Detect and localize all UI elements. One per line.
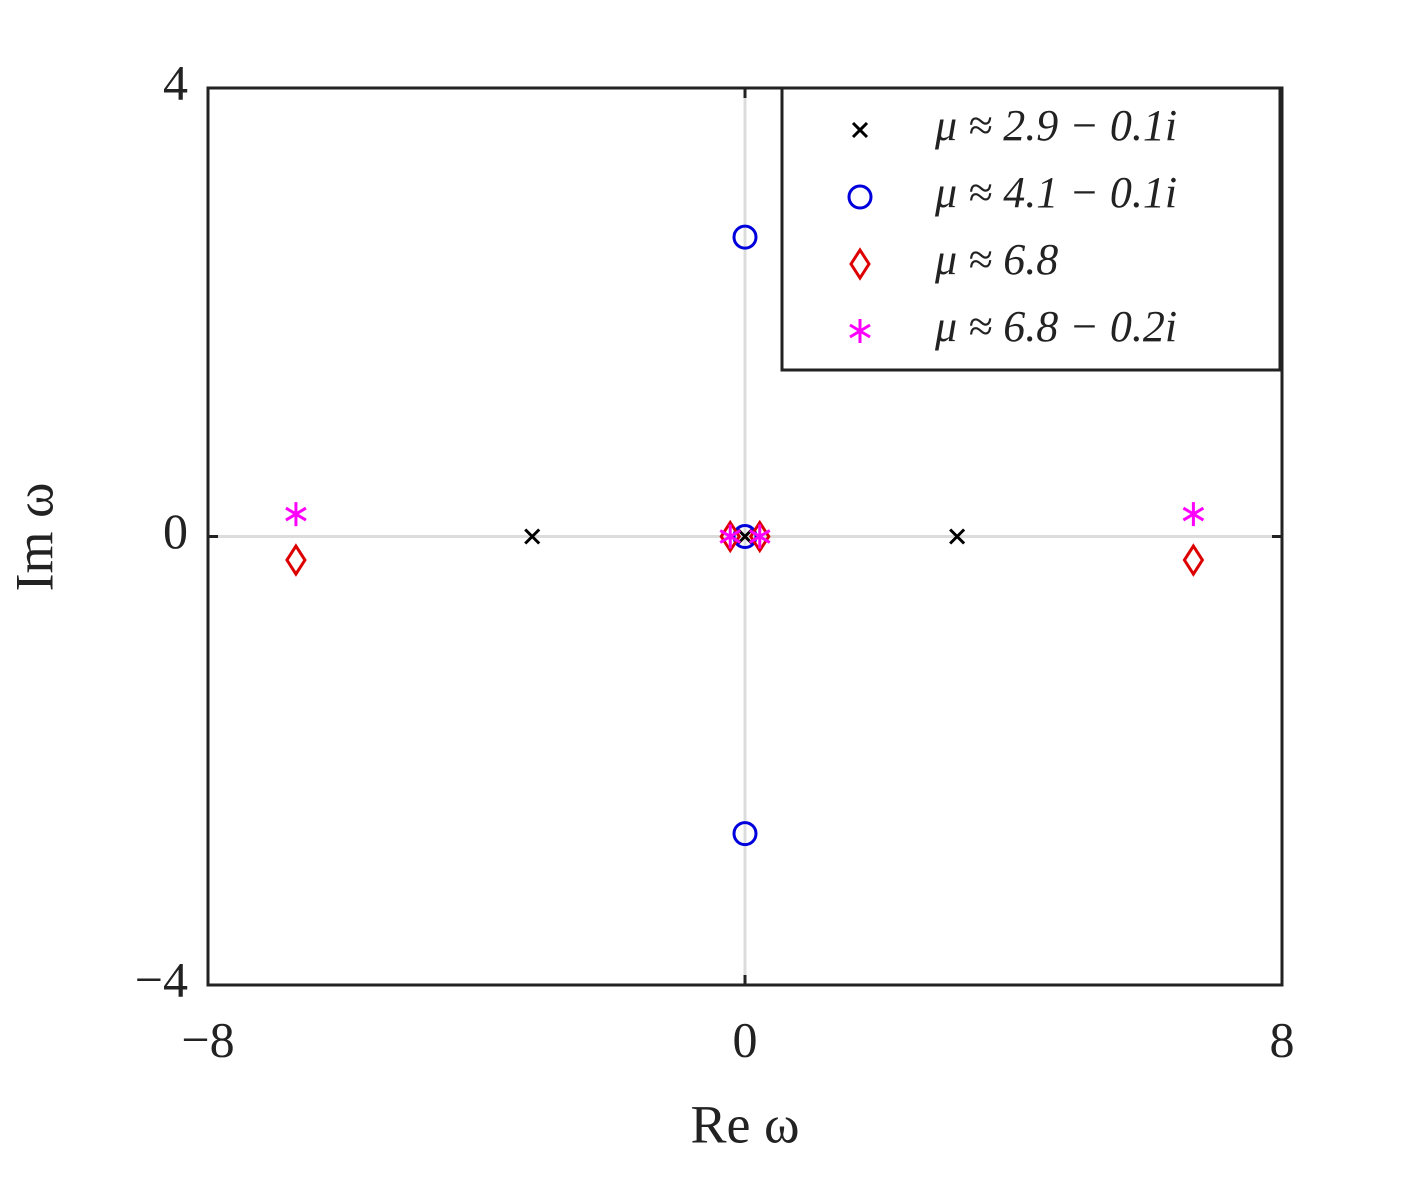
x-tick-label: −8: [181, 1011, 234, 1067]
legend-entry: μ ≈ 6.8: [934, 235, 1058, 284]
point: [285, 502, 307, 527]
legend-marker: [849, 319, 871, 343]
y-axis-label: Im ω: [4, 482, 64, 591]
point: [1182, 543, 1205, 577]
y-tick-label: 0: [163, 503, 188, 559]
legend-entry: μ ≈ 2.9 − 0.1i: [934, 101, 1177, 150]
point: [285, 543, 307, 577]
y-tick-label: 4: [163, 54, 188, 110]
plot-frame: [206, 86, 1284, 987]
legend-marker: [847, 184, 873, 210]
point: [949, 528, 966, 545]
point: [524, 528, 541, 545]
legend-marker: [849, 247, 871, 281]
legend-entry: μ ≈ 6.8 − 0.2i: [934, 302, 1177, 351]
legend-entry: μ ≈ 4.1 − 0.1i: [934, 168, 1177, 217]
x-tick-label: 0: [733, 1011, 758, 1067]
point: [732, 224, 758, 250]
point: [732, 524, 758, 549]
point: [732, 821, 758, 847]
y-tick-label: −4: [135, 951, 188, 1007]
point: [1182, 502, 1205, 527]
legend-marker: [851, 121, 869, 139]
point: [748, 524, 771, 549]
x-axis-label: Re ω: [690, 1094, 799, 1154]
x-tick-label: 8: [1270, 1011, 1295, 1067]
point: [719, 524, 742, 549]
